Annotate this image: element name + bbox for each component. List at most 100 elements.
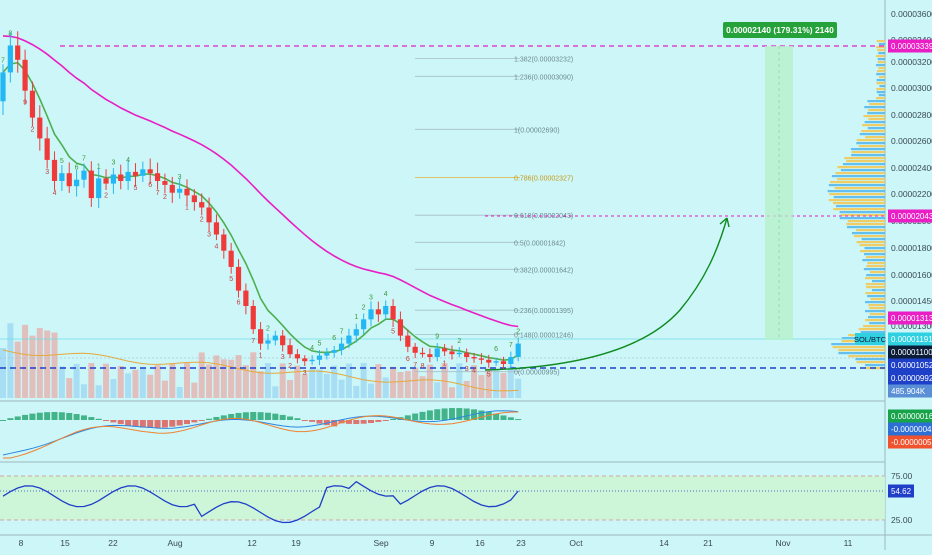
candle[interactable] (132, 163, 139, 187)
candle[interactable] (66, 162, 72, 193)
sequence-count: 7 (413, 362, 417, 369)
volume-profile-bar (853, 235, 885, 238)
candle[interactable] (361, 313, 367, 335)
candle[interactable] (346, 328, 352, 349)
candle[interactable] (88, 161, 94, 207)
candle[interactable] (29, 81, 36, 127)
candle[interactable] (302, 355, 308, 366)
volume-bar (228, 359, 235, 398)
candle[interactable] (500, 356, 507, 369)
candle[interactable] (442, 344, 448, 357)
candle[interactable] (449, 345, 455, 360)
volume-profile-bar (869, 313, 885, 316)
candle[interactable] (471, 352, 477, 363)
candle[interactable] (427, 348, 433, 363)
candle[interactable] (508, 351, 514, 369)
candle[interactable] (7, 32, 13, 83)
candle[interactable] (405, 329, 411, 353)
candle[interactable] (213, 214, 220, 241)
price-tick-label: 0.00001800 (891, 243, 932, 253)
candle[interactable] (199, 193, 205, 216)
candle[interactable] (0, 64, 6, 115)
candle[interactable] (324, 347, 330, 360)
candle[interactable] (59, 164, 65, 191)
candle[interactable] (280, 330, 286, 352)
candle[interactable] (331, 345, 337, 358)
candle[interactable] (103, 169, 109, 190)
volume-profile-bar (859, 244, 885, 247)
candle[interactable] (258, 322, 264, 350)
macd-hist-bar (206, 418, 213, 420)
candle[interactable] (118, 164, 124, 190)
price-badge: 0.00002043 (888, 209, 932, 223)
candle[interactable] (147, 158, 153, 184)
candle[interactable] (478, 353, 484, 365)
candle[interactable] (287, 338, 293, 358)
candle[interactable] (184, 179, 190, 206)
candle[interactable] (309, 355, 315, 365)
candle[interactable] (110, 168, 116, 194)
candle[interactable] (383, 300, 389, 320)
candle[interactable] (206, 197, 212, 232)
volume-profile-bar (876, 88, 885, 91)
candle[interactable] (493, 357, 499, 366)
candle-body (7, 45, 13, 73)
candle[interactable] (368, 301, 374, 327)
candle[interactable] (228, 242, 234, 274)
candle[interactable] (272, 330, 278, 346)
candle[interactable] (15, 31, 21, 73)
macd-hist-bar (375, 420, 382, 422)
price-badge-box (888, 209, 932, 223)
volume-profile-bar (858, 145, 885, 148)
volume-bar (441, 363, 448, 398)
time-tick-label: Sep (373, 538, 388, 548)
candle[interactable] (177, 178, 183, 199)
candle[interactable] (51, 151, 58, 191)
candle[interactable] (140, 161, 146, 183)
candle[interactable] (390, 299, 396, 328)
macd-hist-bar (0, 420, 6, 421)
candle[interactable] (265, 333, 271, 350)
candle[interactable] (169, 176, 175, 203)
candle[interactable] (125, 160, 131, 190)
volume-bar (397, 372, 404, 398)
candle[interactable] (353, 323, 359, 343)
sequence-count: 2 (516, 329, 520, 336)
candle[interactable] (96, 167, 102, 208)
candle[interactable] (154, 162, 161, 190)
candle[interactable] (250, 300, 256, 334)
candle[interactable] (243, 283, 249, 315)
candle[interactable] (515, 337, 521, 362)
candle[interactable] (191, 189, 197, 211)
candle[interactable] (375, 301, 381, 322)
volume-profile-bar (879, 85, 885, 88)
candle[interactable] (162, 173, 168, 194)
candle[interactable] (397, 311, 404, 341)
candle[interactable] (338, 337, 345, 356)
volume-bar (125, 373, 132, 398)
candle[interactable] (44, 126, 50, 169)
candle[interactable] (464, 348, 470, 363)
candle[interactable] (456, 347, 462, 358)
macd-hist-bar (51, 412, 58, 420)
macd-badge-box (888, 422, 932, 436)
candle[interactable] (294, 349, 300, 364)
candle[interactable] (486, 354, 492, 368)
candle[interactable] (434, 343, 440, 362)
candle[interactable] (419, 347, 426, 358)
candle-body (346, 335, 352, 344)
candle[interactable] (37, 105, 43, 151)
volume-profile-bar (862, 124, 885, 127)
volume-bar (176, 386, 183, 398)
volume-profile-bar (851, 151, 885, 154)
candle[interactable] (74, 169, 80, 197)
candle[interactable] (22, 49, 28, 104)
volume-profile-bar (829, 193, 885, 196)
candle[interactable] (412, 343, 418, 359)
candle[interactable] (221, 228, 227, 259)
candle[interactable] (235, 259, 242, 298)
candle[interactable] (81, 163, 87, 188)
candle[interactable] (316, 350, 323, 366)
